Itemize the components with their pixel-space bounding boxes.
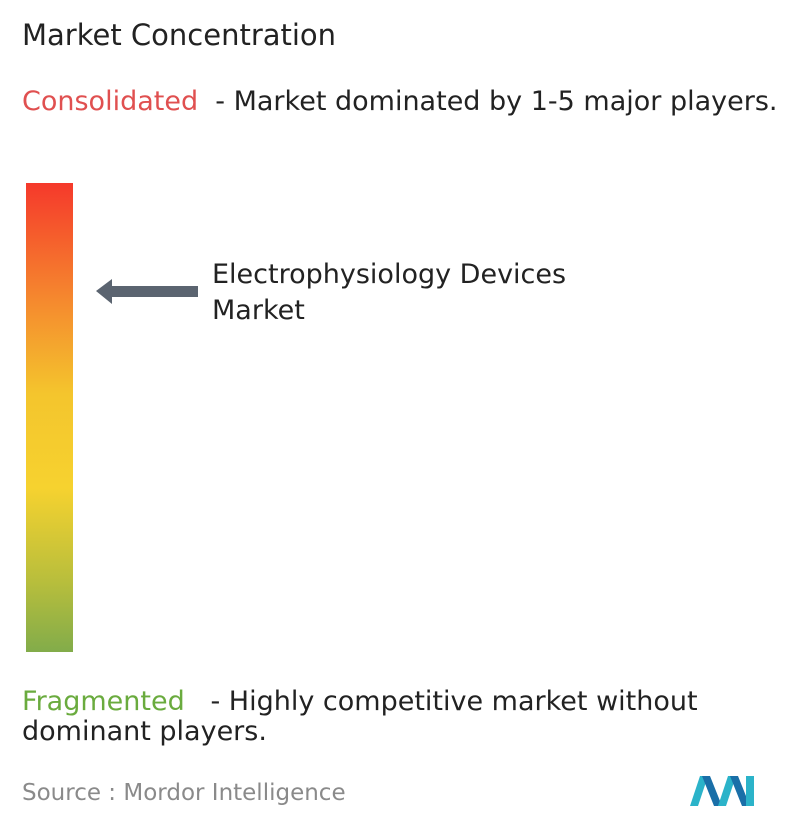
arrow [96, 279, 198, 304]
source-prefix: Source : [22, 780, 117, 806]
fragmented-label: Fragmented [22, 686, 185, 717]
title: Market Concentration [22, 18, 337, 52]
market-label: Electrophysiology Devices Market [212, 259, 567, 326]
consolidated-label: Consolidated [22, 86, 199, 117]
concentration-gradient [26, 183, 73, 652]
consolidated-description: - Market dominated by 1-5 major players. [215, 86, 778, 117]
fragmented-description: - Highly competitive market without domi… [22, 686, 698, 747]
logo-part [702, 776, 722, 806]
logo-part [746, 776, 754, 806]
fragmented-row: Fragmented - Highly competitive market w… [22, 687, 792, 747]
logo-part [730, 776, 750, 806]
logo-part [718, 776, 736, 806]
logo [690, 776, 754, 806]
arrow-shape [96, 279, 198, 304]
consolidated-row: Consolidated - Market dominated by 1-5 m… [22, 87, 792, 117]
source: Source : Mordor Intelligence [22, 780, 346, 806]
source-name: Mordor Intelligence [123, 780, 346, 806]
logo-part [690, 776, 708, 806]
